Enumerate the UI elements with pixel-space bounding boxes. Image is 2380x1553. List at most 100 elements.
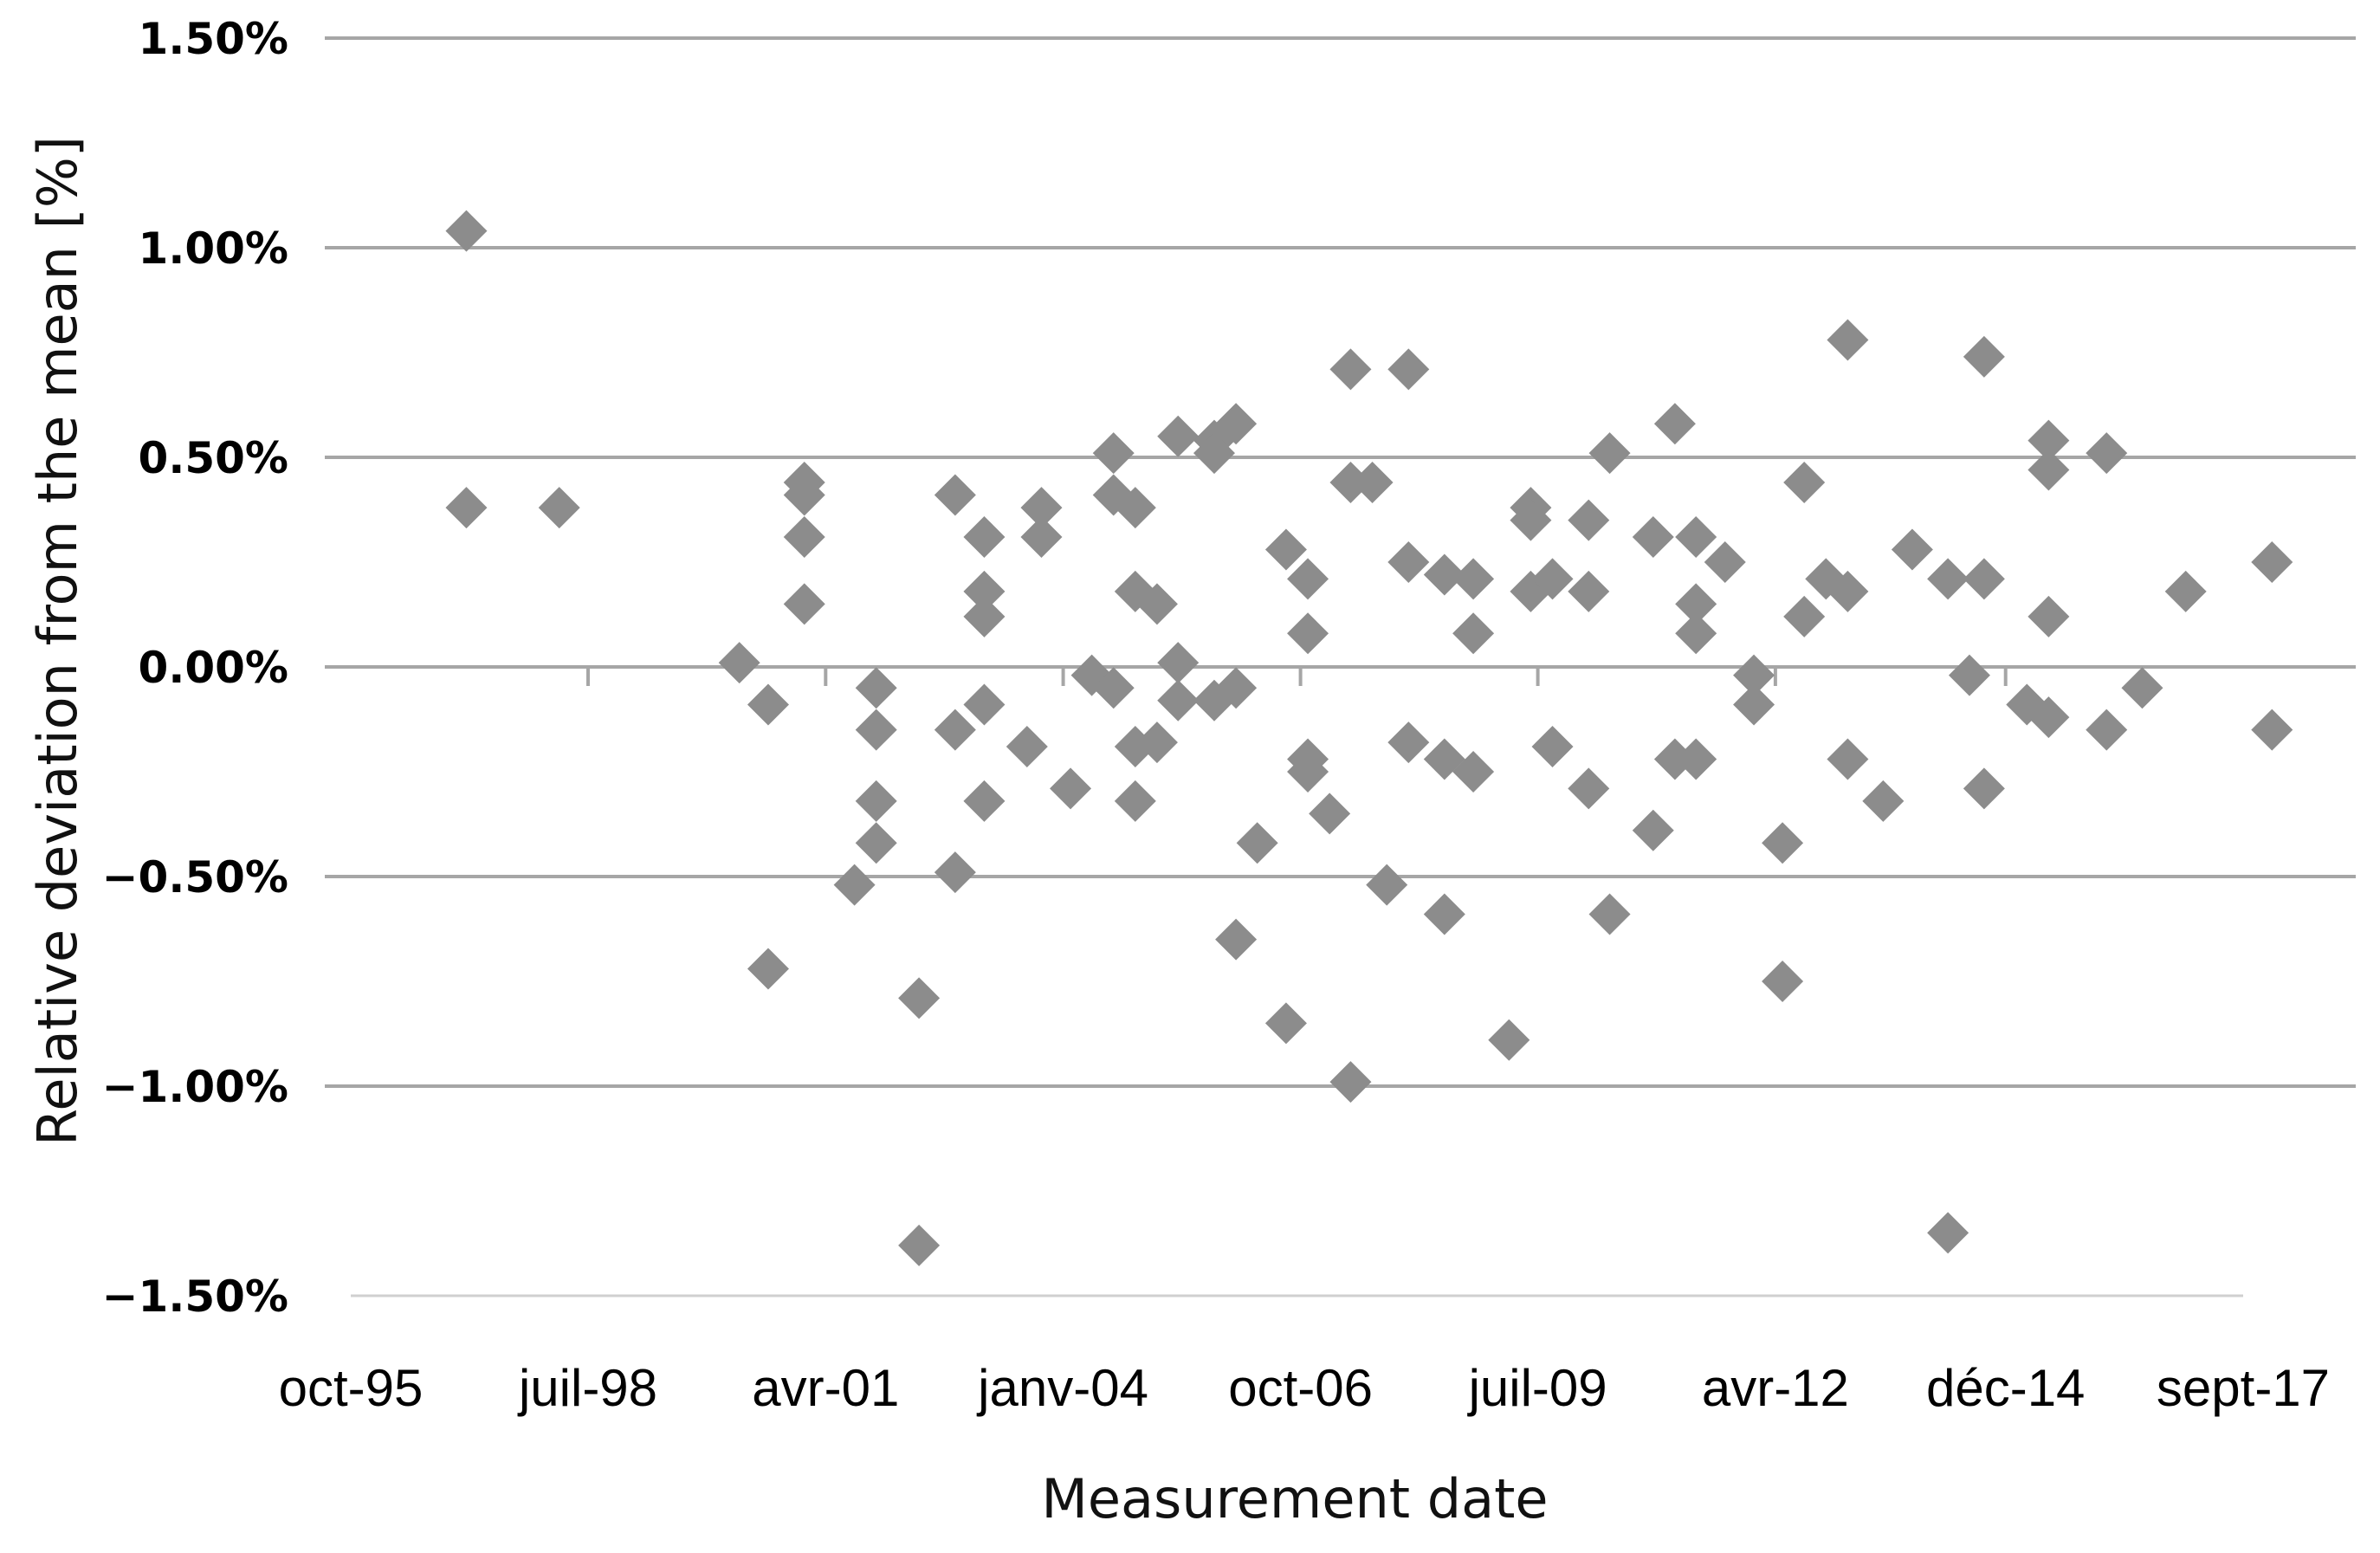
data-point	[1588, 893, 1631, 935]
x-tick-label: oct-06	[1228, 1359, 1373, 1417]
data-point	[1157, 679, 1200, 721]
data-point	[1329, 1061, 1372, 1103]
data-point	[855, 780, 897, 822]
data-point	[1675, 738, 1717, 780]
data-point	[1135, 583, 1178, 625]
data-point	[1510, 499, 1552, 541]
data-point	[1135, 721, 1178, 764]
data-point	[898, 977, 941, 1019]
data-point	[1452, 612, 1495, 655]
data-point	[934, 474, 976, 516]
y-tick-label: −1.50%	[102, 1272, 288, 1322]
data-point	[1287, 751, 1329, 793]
data-point	[1568, 499, 1610, 541]
data-point	[1531, 558, 1574, 600]
data-point	[445, 487, 488, 529]
data-point	[1733, 683, 1775, 726]
data-point	[1193, 432, 1235, 475]
data-point	[1387, 348, 1430, 391]
data-point	[2251, 541, 2293, 583]
data-point	[1050, 767, 1092, 810]
data-point	[1675, 515, 1717, 558]
data-point	[1264, 528, 1307, 571]
data-point	[538, 487, 580, 529]
y-tick-label: −1.00%	[102, 1062, 288, 1112]
data-point	[445, 210, 488, 252]
data-point	[934, 851, 976, 894]
data-point	[1423, 553, 1465, 596]
data-point	[963, 595, 1006, 637]
data-point	[1675, 612, 1717, 655]
data-point	[1329, 348, 1372, 391]
data-points	[445, 210, 2293, 1266]
data-point	[1351, 462, 1394, 504]
data-point	[1236, 822, 1278, 864]
data-point	[1588, 432, 1631, 475]
data-point	[2028, 419, 2070, 462]
data-point	[1891, 528, 1933, 571]
x-axis-title: Measurement date	[1041, 1467, 1548, 1530]
data-point	[1287, 612, 1329, 655]
data-point	[718, 642, 760, 684]
data-point	[1963, 558, 2005, 600]
data-point	[1309, 793, 1351, 835]
data-point	[2251, 709, 2293, 751]
data-point	[963, 780, 1006, 822]
data-point	[1366, 864, 1408, 906]
x-tick-label: janv-04	[976, 1359, 1148, 1417]
data-point	[1006, 725, 1048, 767]
data-point	[855, 822, 897, 864]
data-point	[1114, 780, 1156, 822]
data-point	[783, 515, 825, 558]
data-point	[783, 474, 825, 516]
data-point	[1733, 654, 1775, 696]
data-point	[783, 583, 825, 625]
data-point	[898, 1224, 941, 1266]
data-point	[1215, 667, 1258, 709]
data-point	[1827, 738, 1869, 780]
data-point	[1215, 918, 1258, 961]
data-point	[1762, 961, 1804, 1002]
data-point	[1452, 558, 1495, 600]
y-tick-label: 1.50%	[139, 14, 288, 64]
x-tick-label: juil-98	[517, 1359, 657, 1417]
data-point	[1927, 1212, 1969, 1254]
data-point	[1704, 541, 1746, 583]
data-point	[1452, 751, 1495, 793]
data-point	[2028, 595, 2070, 637]
y-tick-label: 0.50%	[139, 433, 288, 483]
data-point	[1092, 432, 1135, 475]
data-point	[2121, 667, 2163, 709]
data-point	[934, 709, 976, 751]
data-point	[1387, 541, 1430, 583]
data-point	[833, 864, 876, 906]
data-point	[1092, 667, 1135, 709]
x-tick-label: déc-14	[1926, 1359, 2085, 1417]
data-point	[1783, 462, 1826, 504]
y-axis-tick-labels: 1.50% 1.00% 0.50% 0.00% −0.50% −1.00% −1.50%	[102, 14, 288, 1322]
data-point	[1020, 487, 1063, 529]
data-point	[1488, 1019, 1530, 1061]
data-point	[1632, 809, 1674, 851]
data-point	[1675, 583, 1717, 625]
data-point	[1653, 738, 1696, 780]
data-point	[1157, 642, 1200, 684]
data-point	[1568, 570, 1610, 612]
data-point	[1020, 515, 1063, 558]
x-tick-label: juil-09	[1467, 1359, 1607, 1417]
data-point	[2086, 709, 2128, 751]
data-point	[1827, 570, 1869, 612]
data-point	[1963, 335, 2005, 378]
data-point	[1963, 767, 2005, 810]
data-point	[1531, 725, 1574, 767]
data-point	[855, 667, 897, 709]
data-point	[1215, 403, 1258, 445]
y-axis-title: Relative deviation from the mean [%]	[26, 136, 89, 1146]
data-point	[747, 683, 789, 726]
y-tick-label: −0.50%	[102, 852, 288, 903]
x-tick-label: sept-17	[2157, 1359, 2330, 1417]
data-point	[2086, 432, 2128, 475]
data-point	[747, 948, 789, 990]
